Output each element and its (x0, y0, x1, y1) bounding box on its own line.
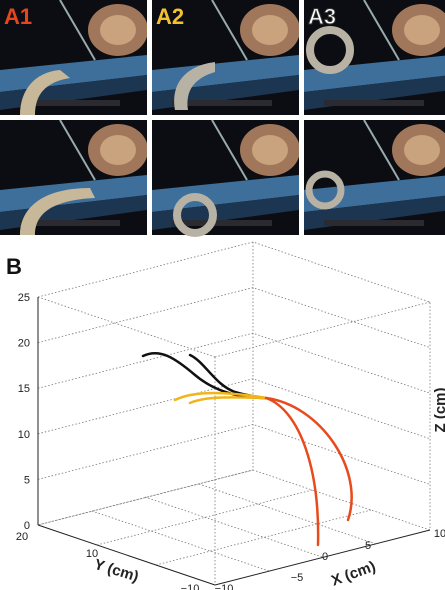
y-tick-label: 10 (86, 548, 98, 560)
photo-panels (0, 0, 445, 240)
grid-line (38, 288, 430, 348)
axis-label: Z (cm) (432, 387, 445, 432)
x-tick-label: 5 (365, 540, 371, 552)
figure: A1 A2 A3 B Y (cm) X (cm) Z (cm) 0 5 10 15 20… (0, 0, 445, 590)
grid-line (38, 379, 430, 439)
grid-line (38, 333, 430, 393)
x-tick-label: 0 (322, 551, 328, 563)
x-tick-label: −5 (291, 572, 304, 584)
z-tick-label: 5 (24, 474, 30, 486)
z-tick-label: 10 (18, 429, 30, 441)
grid-line (156, 510, 371, 565)
panel-label: A3 (308, 4, 336, 29)
z-tick-label: 20 (18, 338, 30, 350)
y-tick-label: −10 (181, 583, 200, 590)
panel-label: B (6, 254, 22, 279)
grid-line (145, 497, 322, 557)
plot-box (38, 242, 430, 585)
x-tick-label: 10 (434, 528, 445, 540)
grid-line (38, 424, 430, 484)
z-tick-label: 15 (18, 383, 30, 395)
panel-label: A1 (4, 4, 32, 29)
y-tick-label: 20 (16, 531, 28, 543)
x-tick-label: −10 (215, 583, 234, 590)
axis-label: Y (cm) (92, 556, 141, 586)
trajectories (143, 353, 352, 545)
z-tick-label: 25 (18, 292, 30, 304)
page: {"panels":[{"label":"A1"},{"label":"A2"}… (0, 0, 445, 590)
axis-label: X (cm) (329, 558, 378, 590)
panel-label: A2 (156, 4, 184, 29)
